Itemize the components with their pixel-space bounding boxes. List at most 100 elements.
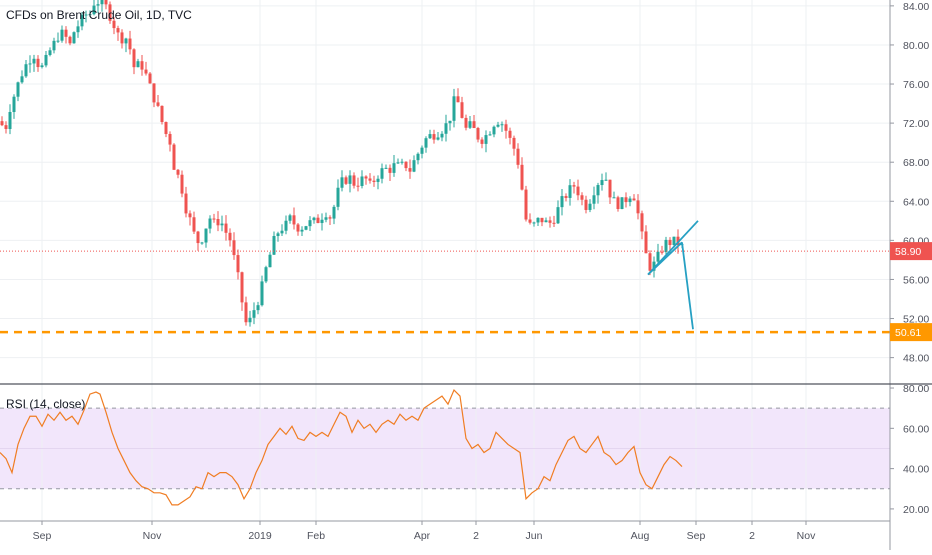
candle-body[interactable]: [404, 161, 408, 169]
candle-body[interactable]: [96, 4, 100, 6]
candle-body[interactable]: [132, 49, 136, 68]
candle-body[interactable]: [440, 133, 444, 138]
rsi-title[interactable]: RSI (14, close): [6, 397, 85, 411]
candle-body[interactable]: [228, 232, 232, 241]
candle-body[interactable]: [212, 218, 216, 220]
price-axis-ticks[interactable]: 84.0080.0076.0072.0068.0064.0060.0056.00…: [890, 1, 929, 365]
candle-body[interactable]: [516, 148, 520, 165]
candle-body[interactable]: [108, 4, 112, 21]
candle-body[interactable]: [240, 272, 244, 303]
candle-body[interactable]: [444, 123, 448, 134]
time-tick-label[interactable]: Nov: [797, 530, 816, 542]
candle-body[interactable]: [672, 236, 676, 246]
candle-body[interactable]: [216, 219, 220, 226]
time-tick-label[interactable]: 2: [749, 530, 755, 542]
candle-body[interactable]: [60, 29, 64, 41]
candle-body[interactable]: [72, 32, 76, 44]
candle-body[interactable]: [560, 196, 564, 208]
price-tick-label[interactable]: 72.00: [903, 118, 929, 130]
candle-body[interactable]: [344, 177, 348, 184]
candle-body[interactable]: [340, 177, 344, 188]
candle-body[interactable]: [652, 261, 656, 271]
candle-body[interactable]: [600, 180, 604, 186]
candle-body[interactable]: [452, 96, 456, 121]
candle-body[interactable]: [140, 61, 144, 70]
candle-body[interactable]: [184, 193, 188, 214]
candle-body[interactable]: [92, 5, 96, 15]
price-tick-label[interactable]: 76.00: [903, 79, 929, 91]
candle-body[interactable]: [232, 240, 236, 256]
time-tick-label[interactable]: Feb: [307, 530, 325, 542]
candle-body[interactable]: [256, 305, 260, 311]
candle-body[interactable]: [336, 187, 340, 207]
candle-body[interactable]: [592, 195, 596, 204]
candle-body[interactable]: [36, 58, 40, 68]
candle-body[interactable]: [64, 29, 68, 37]
time-axis-ticks[interactable]: Sep Nov 2019 Feb Apr 2 Jun Aug Sep 2 Nov: [33, 521, 816, 542]
candle-body[interactable]: [532, 222, 536, 224]
time-tick-label[interactable]: Sep: [33, 530, 52, 542]
candle-body[interactable]: [540, 217, 544, 223]
candle-body[interactable]: [552, 222, 556, 224]
candle-body[interactable]: [536, 217, 540, 223]
candle-body[interactable]: [604, 179, 608, 181]
rsi-line-layer[interactable]: [0, 388, 683, 506]
candle-body[interactable]: [164, 122, 168, 134]
candle-body[interactable]: [668, 239, 672, 246]
candle-body[interactable]: [416, 153, 420, 161]
candle-body[interactable]: [44, 54, 48, 66]
time-tick-label[interactable]: Apr: [414, 530, 431, 542]
candle-body[interactable]: [208, 218, 212, 229]
candle-body[interactable]: [116, 28, 120, 33]
candle-body[interactable]: [436, 137, 440, 140]
price-tick-label[interactable]: 68.00: [903, 157, 929, 169]
candle-body[interactable]: [632, 198, 636, 201]
candle-body[interactable]: [360, 176, 364, 186]
candle-body[interactable]: [576, 186, 580, 196]
rsi-tick-label[interactable]: 80.00: [903, 383, 929, 395]
candle-body[interactable]: [272, 236, 276, 255]
candle-body[interactable]: [496, 124, 500, 127]
candle-body[interactable]: [24, 64, 28, 77]
candle-body[interactable]: [4, 125, 8, 129]
candle-body[interactable]: [160, 105, 164, 123]
candle-body[interactable]: [620, 197, 624, 210]
candle-body[interactable]: [76, 26, 80, 33]
time-tick-label[interactable]: Sep: [687, 530, 706, 542]
candle-body[interactable]: [268, 254, 272, 268]
candle-body[interactable]: [248, 317, 252, 323]
candle-body[interactable]: [204, 228, 208, 243]
candle-body[interactable]: [456, 96, 460, 103]
candle-body[interactable]: [624, 197, 628, 203]
candle-body[interactable]: [460, 102, 464, 118]
candle-body[interactable]: [300, 229, 304, 232]
candle-body[interactable]: [276, 233, 280, 237]
candle-body[interactable]: [304, 226, 308, 230]
candle-body[interactable]: [264, 267, 268, 282]
candle-body[interactable]: [508, 130, 512, 138]
candle-body[interactable]: [100, 0, 104, 5]
candle-body[interactable]: [564, 196, 568, 198]
time-tick-label[interactable]: Jun: [526, 530, 543, 542]
rsi-line[interactable]: [0, 388, 683, 506]
candle-body[interactable]: [20, 76, 24, 83]
candle-body[interactable]: [648, 253, 652, 271]
candle-body[interactable]: [308, 220, 312, 227]
candle-body[interactable]: [380, 168, 384, 179]
price-tick-label[interactable]: 64.00: [903, 196, 929, 208]
candle-body[interactable]: [104, 0, 108, 5]
time-tick-label[interactable]: Nov: [143, 530, 162, 542]
candle-body[interactable]: [640, 213, 644, 232]
candle-body[interactable]: [676, 236, 680, 246]
candle-body[interactable]: [12, 96, 16, 113]
candle-body[interactable]: [220, 223, 224, 226]
candle-body[interactable]: [352, 175, 356, 186]
candle-body[interactable]: [280, 230, 284, 234]
candle-body[interactable]: [192, 217, 196, 232]
candle-body[interactable]: [504, 124, 508, 131]
candle-body[interactable]: [168, 133, 172, 145]
candle-body[interactable]: [332, 206, 336, 219]
candle-body[interactable]: [588, 203, 592, 210]
candle-body[interactable]: [124, 38, 128, 44]
